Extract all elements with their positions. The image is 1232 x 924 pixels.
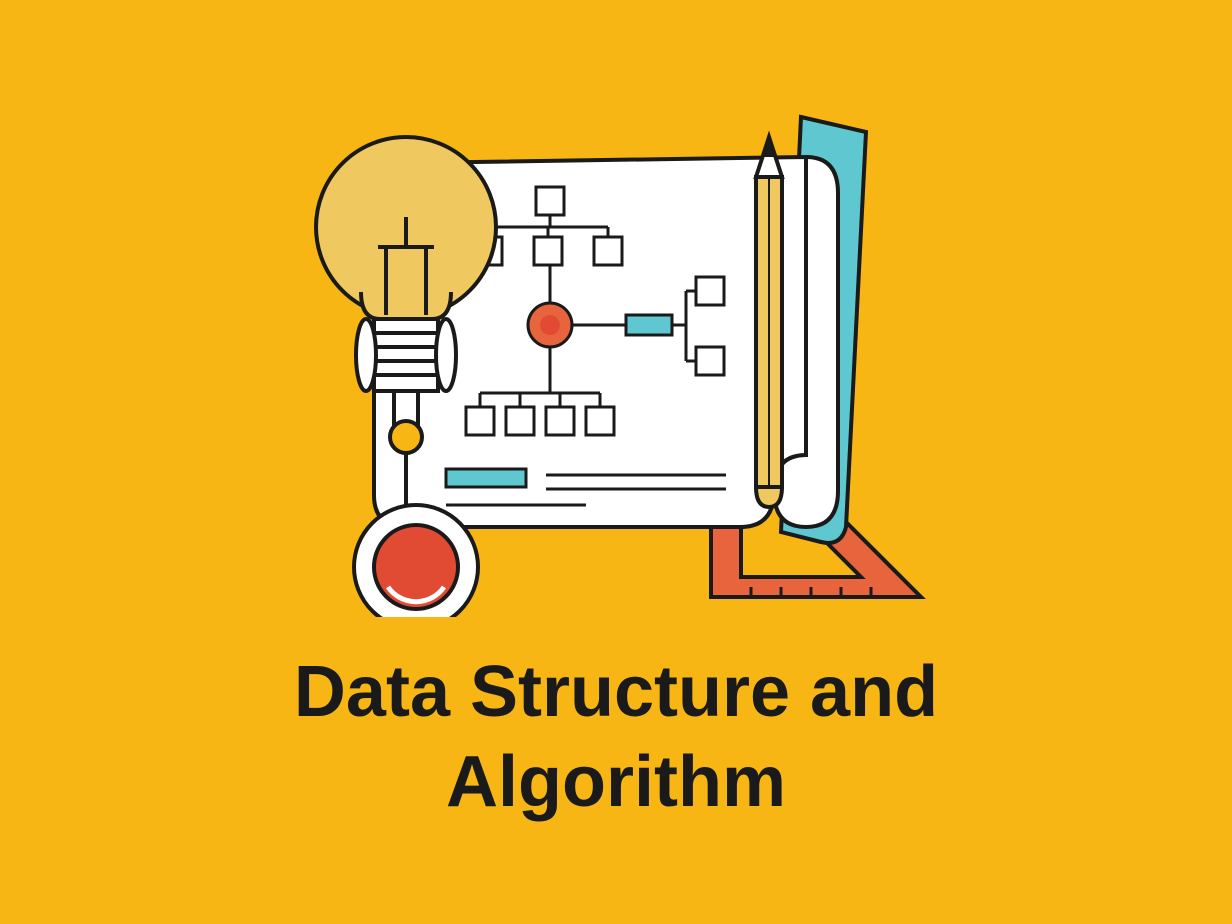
title-line-1: Data Structure and [294,652,938,732]
pencil-icon [756,137,782,507]
coffee-cup-icon [354,505,478,617]
illustration-svg [266,97,966,617]
page-title: Data Structure and Algorithm [294,647,938,827]
title-line-2: Algorithm [446,742,786,822]
infographic-illustration [266,97,966,617]
